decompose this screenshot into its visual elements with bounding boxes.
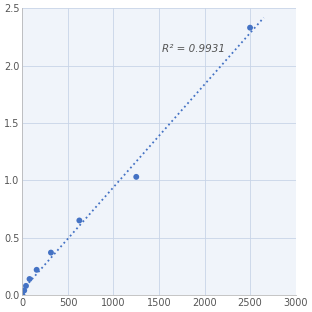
Text: R² = 0.9931: R² = 0.9931 [162,44,225,54]
Point [23,283,28,288]
Point [134,174,139,179]
Point [34,267,39,272]
Point [247,25,252,30]
Point [48,250,53,255]
Point [20,293,25,298]
Point [22,288,27,293]
Point [27,276,32,281]
Point [77,218,82,223]
